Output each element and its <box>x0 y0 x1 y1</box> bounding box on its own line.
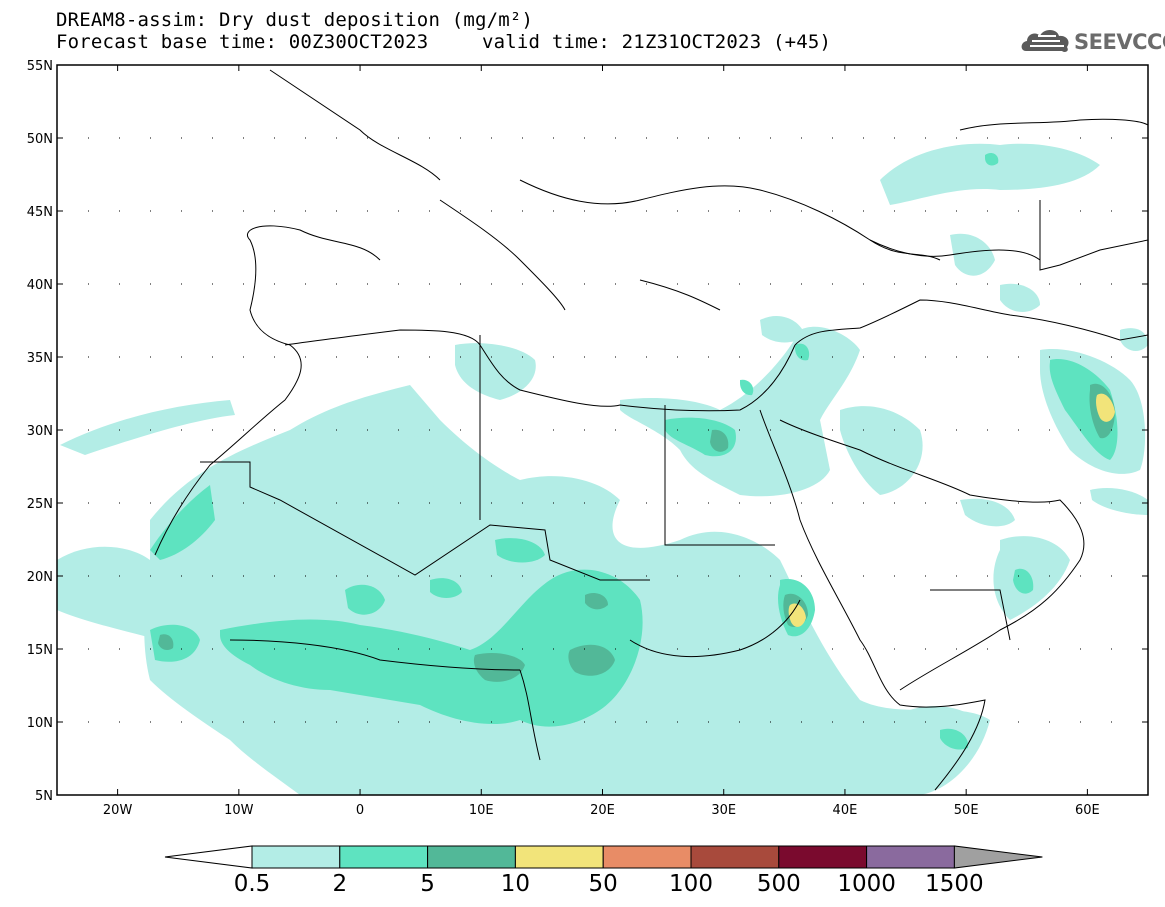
lat-label: 10N <box>27 716 53 731</box>
colorbar-segment <box>427 845 516 869</box>
valid-time: valid time: 21Z31OCT2023 (+45) <box>482 31 832 53</box>
colorbar-segment <box>251 845 341 869</box>
colorbar-arrow-low <box>164 845 253 869</box>
lat-label: 35N <box>27 351 53 366</box>
lon-label: 60E <box>1075 803 1100 818</box>
lon-label: 0 <box>356 803 364 818</box>
lon-label: 10E <box>469 803 494 818</box>
coastlines <box>154 69 1148 791</box>
deposition-level-5 <box>158 383 1115 682</box>
colorbar-label: 50 <box>589 871 618 897</box>
seevccc-logo: SEEVCCC <box>1018 24 1165 58</box>
colorbar: 0.5 2 5 10 50 100 500 1000 1500 <box>164 845 1043 897</box>
colorbar-segment <box>690 845 780 869</box>
colorbar-segment <box>514 845 604 869</box>
colorbar-segment <box>602 845 692 869</box>
lat-label: 50N <box>27 132 53 147</box>
colorbar-segment <box>866 845 955 869</box>
colorbar-label: 10 <box>501 871 530 897</box>
map-title: DREAM8-assim: Dry dust deposition (mg/m²… <box>56 9 534 31</box>
lat-label: 15N <box>27 643 53 658</box>
forecast-base-time: Forecast base time: 00Z30OCT2023 <box>56 31 429 53</box>
lat-label: 5N <box>35 789 53 804</box>
cloud-logo-icon <box>1021 30 1069 52</box>
lat-label: 55N <box>27 59 53 74</box>
colorbar-segment <box>339 845 429 869</box>
colorbar-label: 1000 <box>837 871 896 897</box>
colorbar-label: 1500 <box>925 871 984 897</box>
lon-label: 30E <box>711 803 736 818</box>
lon-label: 40E <box>833 803 858 818</box>
lat-label: 45N <box>27 205 53 220</box>
lon-label: 10W <box>224 803 254 818</box>
lon-label: 20W <box>103 803 133 818</box>
colorbar-label: 100 <box>669 871 713 897</box>
lat-label: 25N <box>27 497 53 512</box>
logo-text: SEEVCCC <box>1074 30 1165 54</box>
lat-label: 40N <box>27 278 53 293</box>
latitude-axis: 55N 50N 45N 40N 35N 30N 25N 20N 15N 10N 5N <box>27 59 1148 804</box>
deposition-level-10 <box>788 393 1115 627</box>
colorbar-label: 500 <box>757 871 801 897</box>
colorbar-label: 0.5 <box>234 871 271 897</box>
lat-label: 30N <box>27 424 53 439</box>
lat-label: 20N <box>27 570 53 585</box>
colorbar-label: 2 <box>332 871 347 897</box>
lon-label: 20E <box>590 803 615 818</box>
colorbar-arrow-high <box>953 845 1043 869</box>
longitude-axis: 20W 10W 0 10E 20E 30E 40E 50E 60E <box>103 65 1100 818</box>
colorbar-label: 5 <box>420 871 435 897</box>
colorbar-segment <box>778 845 868 869</box>
lon-label: 50E <box>954 803 979 818</box>
